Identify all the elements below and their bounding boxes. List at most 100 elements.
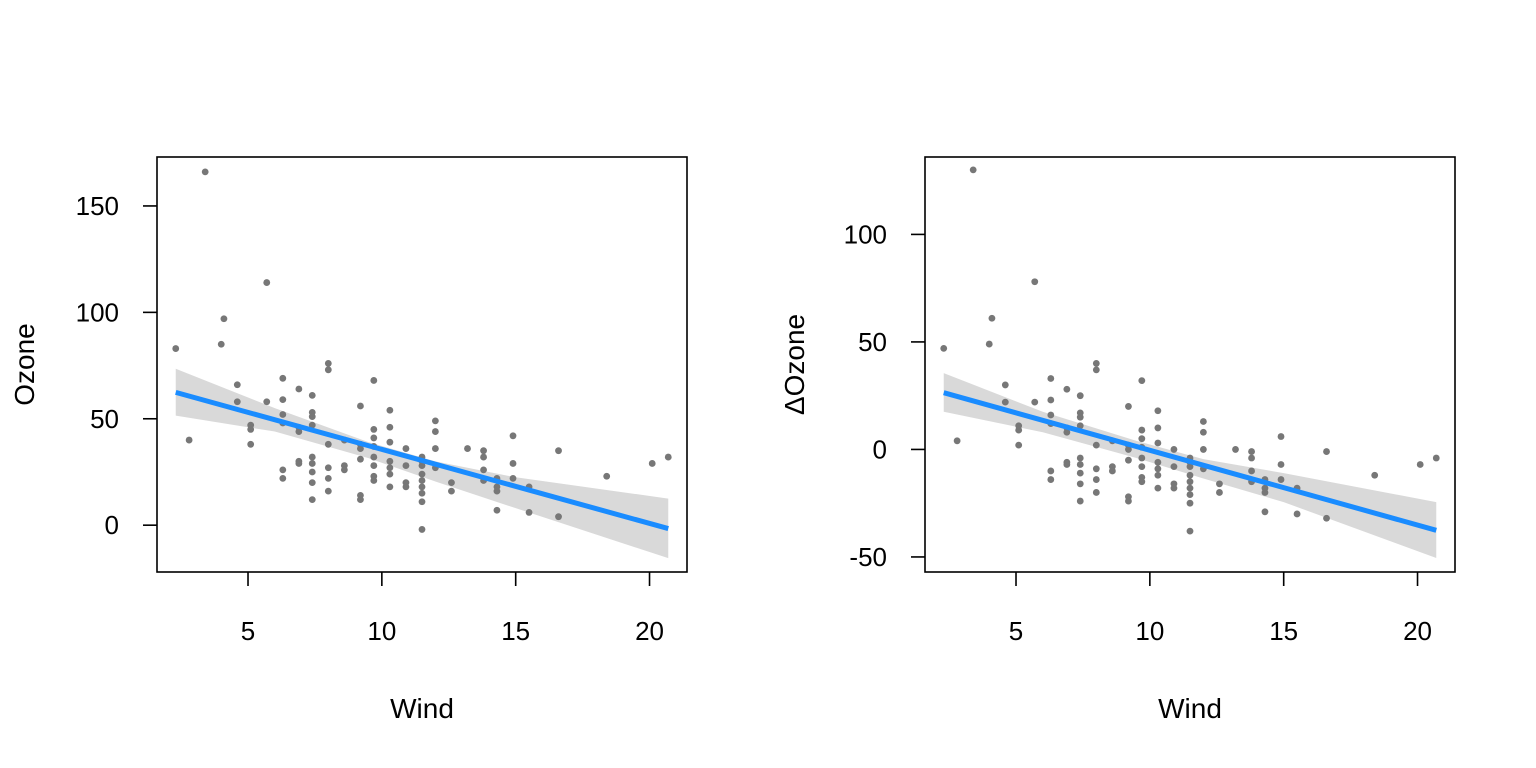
data-point <box>1063 461 1071 468</box>
data-point <box>1216 489 1223 496</box>
data-point <box>1076 422 1084 430</box>
data-point <box>217 340 225 348</box>
data-point <box>1092 489 1100 496</box>
data-point <box>201 168 209 176</box>
data-point <box>402 462 410 469</box>
x-tick-label: 20 <box>1403 616 1432 646</box>
data-point <box>386 423 394 431</box>
y-tick-label: 50 <box>858 327 887 357</box>
data-point <box>418 462 426 469</box>
data-point <box>1125 456 1132 464</box>
data-point <box>263 398 271 406</box>
data-point <box>370 434 378 442</box>
data-point <box>279 466 287 474</box>
data-point <box>418 483 426 491</box>
data-point <box>295 428 303 435</box>
data-point <box>1248 467 1255 475</box>
data-point <box>1216 480 1223 488</box>
data-point <box>969 166 977 174</box>
data-point <box>1047 396 1055 404</box>
data-point <box>1076 392 1084 400</box>
y-tick-label: 50 <box>90 404 119 434</box>
data-point <box>1076 497 1084 505</box>
data-point <box>988 314 996 322</box>
data-point <box>1277 461 1285 468</box>
y-axis-label: ΔOzone <box>779 314 810 415</box>
data-point <box>480 453 487 461</box>
data-point <box>308 468 316 476</box>
data-point <box>448 487 455 495</box>
data-point <box>648 460 656 467</box>
data-point <box>247 440 255 448</box>
data-point <box>308 453 316 461</box>
data-point <box>1277 476 1285 483</box>
data-point <box>555 447 562 455</box>
data-point <box>1186 499 1194 507</box>
data-point <box>185 436 193 444</box>
data-point <box>324 360 332 367</box>
data-point <box>1092 441 1100 449</box>
data-point <box>1277 433 1285 440</box>
data-point <box>308 460 316 467</box>
data-point <box>386 470 394 478</box>
data-point <box>1047 411 1055 419</box>
data-point <box>308 391 316 399</box>
data-point <box>1015 441 1023 449</box>
data-point <box>1416 461 1424 468</box>
data-point <box>1001 398 1009 406</box>
data-point <box>1154 424 1162 432</box>
data-point <box>509 460 517 467</box>
data-point <box>340 466 348 474</box>
data-point <box>493 506 501 514</box>
panel-ozone: 5 10 15 20 0 50 100 150 Wind Ozone <box>9 156 688 724</box>
data-point <box>1199 446 1207 453</box>
data-point <box>1125 497 1132 505</box>
data-point <box>1063 385 1071 393</box>
data-point <box>370 462 378 469</box>
data-point <box>1248 454 1255 462</box>
regression-line <box>175 389 669 531</box>
data-point <box>357 455 364 463</box>
x-tick-label: 10 <box>367 616 396 646</box>
data-point <box>370 453 378 461</box>
data-point <box>1138 377 1146 385</box>
data-point <box>308 421 316 429</box>
data-point <box>386 457 394 465</box>
data-point <box>279 396 287 404</box>
y-tick-label: 0 <box>873 434 887 464</box>
data-point <box>295 460 303 467</box>
data-point <box>953 437 961 445</box>
data-point <box>324 474 332 482</box>
data-point <box>1170 446 1178 453</box>
data-point <box>386 483 394 491</box>
data-point <box>357 445 364 452</box>
data-point <box>1138 454 1146 462</box>
data-point <box>480 447 487 455</box>
panel-delta-ozone: 5 10 15 20 -50 0 50 100 Wind ΔOzone <box>779 156 1456 724</box>
data-point <box>247 421 255 429</box>
data-point <box>1001 381 1009 389</box>
data-point <box>1076 469 1084 477</box>
data-point <box>1138 435 1146 443</box>
data-point <box>402 445 410 452</box>
data-point <box>279 411 287 418</box>
data-point <box>357 402 364 410</box>
plot-frame <box>156 156 688 573</box>
data-point <box>940 344 948 352</box>
data-point <box>263 279 271 286</box>
x-axis-label: Wind <box>390 693 454 724</box>
data-point <box>279 374 287 382</box>
data-point <box>295 385 303 393</box>
data-point <box>555 513 562 521</box>
data-point <box>1076 454 1084 462</box>
data-point <box>1125 403 1132 410</box>
data-point <box>370 377 378 384</box>
data-point <box>1063 428 1071 436</box>
y-tick-label: 100 <box>76 297 119 327</box>
data-point <box>1186 484 1194 492</box>
data-point <box>1248 448 1255 455</box>
data-point <box>308 479 316 487</box>
data-point <box>431 417 439 425</box>
data-point <box>324 464 332 472</box>
data-point <box>1076 461 1084 468</box>
